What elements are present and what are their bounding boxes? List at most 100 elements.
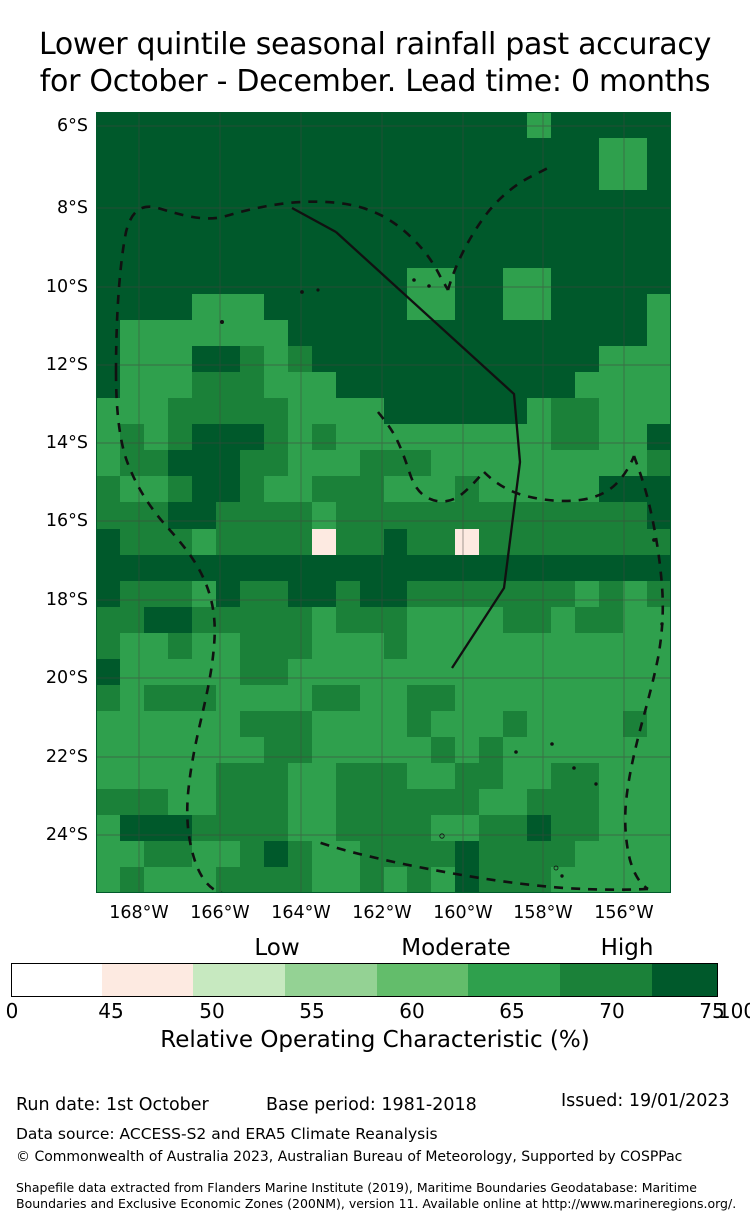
heatmap-cell	[623, 112, 648, 139]
heatmap-cell	[599, 112, 624, 139]
heatmap-cell	[623, 762, 648, 789]
heatmap-cell	[431, 710, 456, 737]
heatmap-cell	[527, 398, 552, 425]
heatmap-cell	[527, 242, 552, 269]
heatmap-cell	[407, 840, 432, 867]
heatmap-cell	[359, 788, 384, 815]
heatmap-cell	[575, 788, 600, 815]
heatmap-cell	[359, 346, 384, 373]
heatmap-cell	[527, 554, 552, 581]
heatmap-cell	[431, 814, 456, 841]
heatmap-cell	[551, 112, 576, 139]
heatmap-cell	[551, 268, 576, 295]
heatmap-cell	[263, 580, 288, 607]
heatmap-cell	[335, 398, 360, 425]
heatmap-cell	[407, 398, 432, 425]
heatmap-cell	[263, 658, 288, 685]
heatmap-cell	[239, 450, 264, 477]
heatmap-cell	[479, 814, 504, 841]
heatmap-cell	[359, 294, 384, 321]
heatmap-cell	[431, 866, 456, 893]
longitude-axis: 168°W 166°W 164°W 162°W 160°W 158°W 156°W	[0, 903, 750, 929]
heatmap-cell	[119, 138, 144, 165]
heatmap-cell	[119, 424, 144, 451]
heatmap-cell	[119, 190, 144, 217]
heatmap-cell	[119, 658, 144, 685]
heatmap-cell	[263, 502, 288, 529]
heatmap-cell	[623, 788, 648, 815]
heatmap-cell	[239, 632, 264, 659]
heatmap-cell	[527, 268, 552, 295]
colorbar[interactable]	[11, 963, 718, 997]
heatmap-cell	[263, 814, 288, 841]
heatmap-cell	[119, 866, 144, 893]
colorbar-tick-label: 0	[5, 999, 19, 1023]
heatmap-cell	[143, 320, 168, 347]
heatmap-cell	[479, 398, 504, 425]
heatmap-cell	[263, 450, 288, 477]
heatmap-cell	[287, 372, 312, 399]
heatmap-cell	[455, 762, 480, 789]
heatmap-cell	[191, 112, 216, 139]
heatmap-cell	[455, 684, 480, 711]
heatmap-cell	[623, 736, 648, 763]
heatmap-cell	[167, 658, 192, 685]
heatmap-cell	[383, 840, 408, 867]
heatmap-cell	[96, 528, 120, 555]
colorbar-tick-label: 55	[299, 999, 325, 1023]
heatmap-cell	[311, 164, 336, 191]
heatmap-cell	[239, 710, 264, 737]
heatmap-cell	[335, 294, 360, 321]
heatmap-cell	[479, 554, 504, 581]
heatmap-cell	[575, 554, 600, 581]
heatmap-cell	[311, 476, 336, 503]
heatmap-cell	[143, 632, 168, 659]
heatmap-cell	[479, 528, 504, 555]
heatmap-cell	[143, 684, 168, 711]
heatmap-cell	[167, 242, 192, 269]
heatmap-cell	[647, 424, 671, 451]
heatmap-cell	[479, 450, 504, 477]
heatmap-cell	[143, 502, 168, 529]
heatmap-cell	[215, 632, 240, 659]
heatmap-cell	[455, 450, 480, 477]
heatmap-cell	[647, 502, 671, 529]
heatmap-cell	[479, 268, 504, 295]
heatmap-cell	[335, 684, 360, 711]
heatmap-cell	[455, 788, 480, 815]
heatmap-cell	[527, 684, 552, 711]
heatmap-cell	[527, 606, 552, 633]
footer: Run date: 1st October Base period: 1981-…	[0, 1091, 750, 1211]
heatmap-cell	[311, 242, 336, 269]
heatmap-cell	[239, 164, 264, 191]
heatmap-cell	[383, 788, 408, 815]
heatmap-cell	[503, 242, 528, 269]
rainfall-accuracy-heatmap[interactable]	[96, 112, 671, 893]
heatmap-cell	[431, 242, 456, 269]
heatmap-cell	[527, 294, 552, 321]
heatmap-cell	[311, 294, 336, 321]
heatmap-cell	[143, 476, 168, 503]
heatmap-cell	[431, 580, 456, 607]
heatmap-cell	[287, 450, 312, 477]
heatmap-cell	[335, 632, 360, 659]
heatmap-cell	[455, 190, 480, 217]
heatmap-cell	[527, 788, 552, 815]
heatmap-cell	[263, 268, 288, 295]
heatmap-cell	[383, 320, 408, 347]
heatmap-cell	[599, 138, 624, 165]
heatmap-cell	[287, 762, 312, 789]
heatmap-cell	[455, 476, 480, 503]
heatmap-cell	[119, 632, 144, 659]
heatmap-cell	[503, 736, 528, 763]
heatmap-cell	[215, 606, 240, 633]
heatmap-cell	[215, 346, 240, 373]
heatmap-cell	[96, 242, 120, 269]
heatmap-cell	[551, 658, 576, 685]
heatmap-cell	[647, 710, 671, 737]
heatmap-cell	[623, 476, 648, 503]
heatmap-cell	[455, 138, 480, 165]
heatmap-cell	[239, 190, 264, 217]
heatmap-cell	[599, 814, 624, 841]
heatmap-cell	[96, 762, 120, 789]
